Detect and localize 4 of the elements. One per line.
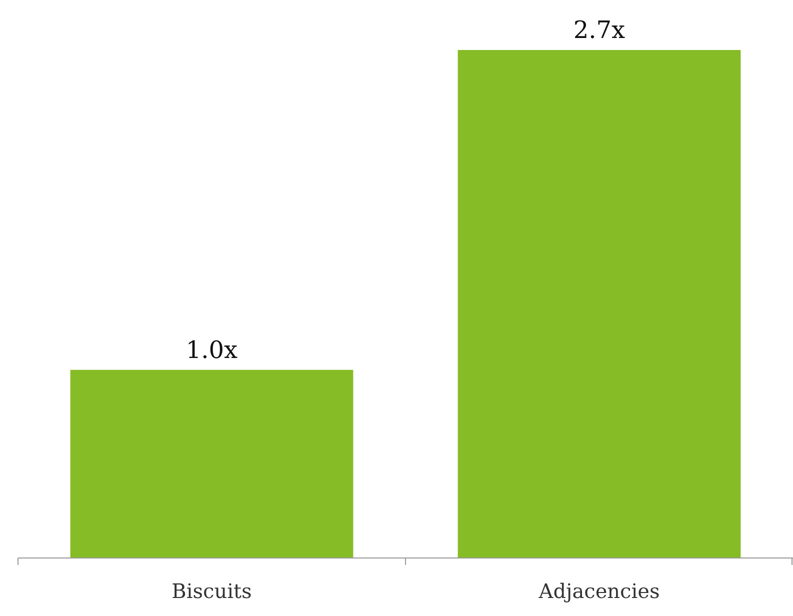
data-label: 1.0x	[186, 336, 238, 364]
x-tick-label: Adjacencies	[538, 579, 660, 603]
x-tick-label: Biscuits	[172, 579, 252, 603]
data-label: 2.7x	[573, 16, 626, 44]
